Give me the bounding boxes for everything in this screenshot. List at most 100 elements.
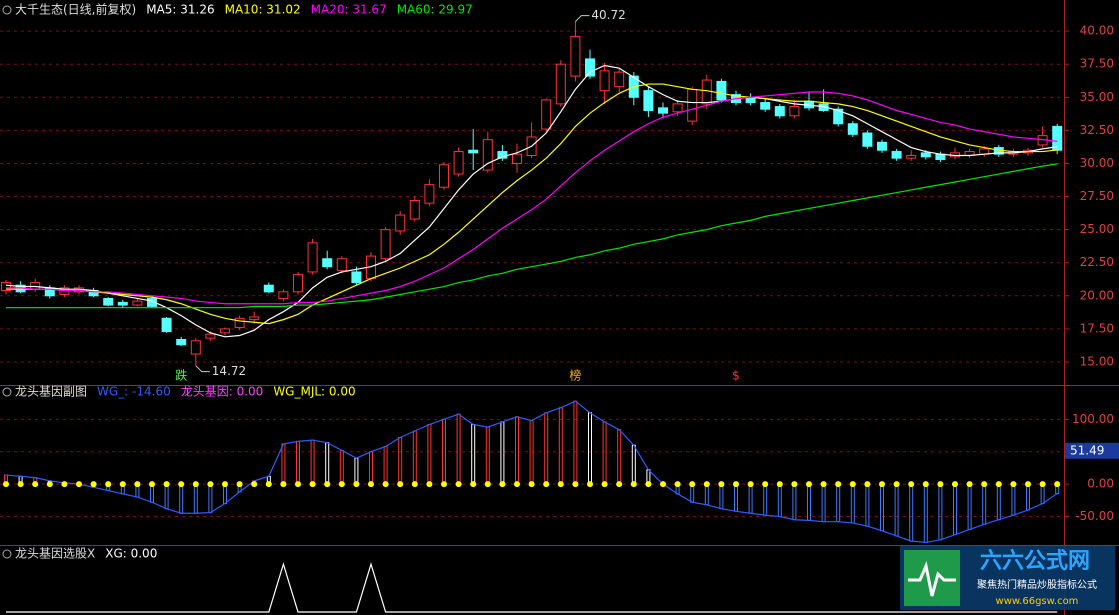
- current-value-box: [1065, 442, 1119, 459]
- candle-body: [395, 214, 406, 232]
- logo-icon: [904, 550, 960, 606]
- candle-body: [541, 99, 552, 130]
- y-tick-label: 17.50: [1080, 321, 1114, 335]
- indicator-dot: [222, 481, 228, 488]
- indicator-dot: [864, 481, 871, 488]
- indicator-dot: [397, 481, 404, 488]
- indicator-dot: [382, 481, 389, 488]
- y-tick-label: 0.00: [1087, 477, 1114, 491]
- indicator-dot: [368, 481, 374, 488]
- candle-body: [263, 284, 274, 293]
- candle-body: [249, 316, 260, 321]
- y-tick-label: -50.00: [1075, 509, 1114, 523]
- candle-body: [424, 184, 435, 204]
- logo-pulse: [908, 560, 956, 597]
- candle-body: [687, 88, 698, 122]
- indicator-dot: [251, 481, 258, 488]
- candle-body: [614, 71, 625, 88]
- indicator-dot: [514, 481, 520, 488]
- legend-entry: XG: 0.00: [105, 547, 157, 561]
- candle-body: [862, 132, 873, 147]
- legend-entry: MA20: 31.67: [311, 3, 387, 17]
- indicator-dot: [338, 481, 345, 488]
- candle-body: [774, 106, 785, 117]
- candle-body: [322, 258, 333, 268]
- candle-body: [643, 90, 654, 112]
- indicator-dot: [149, 481, 155, 488]
- candle-body: [59, 287, 70, 295]
- indicator-dot: [966, 481, 973, 488]
- indicator-dot: [470, 481, 477, 488]
- indicator-dot: [616, 481, 623, 488]
- legend-entry: MA60: 29.97: [397, 3, 473, 17]
- indicator-dot: [762, 481, 769, 488]
- candle-body: [468, 149, 479, 154]
- y-tick-label: 15.00: [1080, 354, 1114, 368]
- indicator-dot: [587, 481, 593, 488]
- indicator-dot: [660, 481, 666, 488]
- indicator-dot: [207, 481, 214, 488]
- candle-body: [117, 301, 128, 306]
- indicator-dot: [703, 481, 710, 488]
- candle-body: [234, 317, 245, 329]
- indicator-dot: [879, 481, 885, 488]
- indicator-dot: [733, 481, 739, 488]
- indicator-dot: [61, 481, 68, 488]
- indicator-dot: [3, 481, 9, 488]
- indicator-dot: [119, 481, 126, 488]
- indicator-dot: [1010, 481, 1017, 488]
- panel-title: 大千生态(日线,前复权): [15, 2, 136, 17]
- indicator-dot: [528, 481, 535, 488]
- indicator-dot: [192, 481, 199, 488]
- y-tick-label: 35.00: [1080, 90, 1114, 104]
- indicator-dot: [776, 481, 783, 488]
- indicator-dot: [76, 481, 82, 488]
- low-label: 14.72: [212, 364, 246, 378]
- ma-line: [5, 64, 1058, 338]
- indicator-dot: [105, 481, 112, 488]
- indicator-dot: [893, 481, 900, 488]
- candle-body: [453, 151, 464, 175]
- candle-body: [1, 282, 11, 292]
- legend-entry: WG_: -14.60: [97, 385, 171, 399]
- header-icon: [2, 5, 12, 15]
- indicator-dot: [835, 481, 842, 488]
- indicator-dot: [543, 481, 550, 488]
- candle-body: [220, 328, 230, 334]
- indicator-dot: [806, 481, 812, 488]
- candle-body: [176, 338, 187, 346]
- candle-body: [716, 80, 727, 101]
- candle-body: [701, 79, 712, 105]
- legend-entry: MA5: 31.26: [146, 3, 214, 17]
- high-label: 40.72: [591, 8, 625, 22]
- indicator-dot: [499, 481, 506, 488]
- indicator-dot: [689, 481, 696, 488]
- signal-line: [6, 562, 1058, 613]
- indicator-dot: [922, 481, 929, 488]
- indicator-dot: [90, 481, 97, 488]
- candle-body: [512, 153, 522, 164]
- indicator-dot: [426, 481, 433, 488]
- indicator-dot: [849, 481, 856, 488]
- logo: 六六公式网 聚焦热门精品炒股指标公式 www.66gsw.com: [900, 546, 1115, 610]
- indicator-dot: [645, 481, 652, 488]
- candle-body: [380, 229, 391, 260]
- candle-body: [293, 274, 303, 293]
- candle-body: [278, 291, 289, 299]
- indicator-dot: [178, 481, 185, 488]
- candle-body: [439, 164, 449, 188]
- candle-body: [307, 242, 318, 273]
- indicator-dot: [441, 481, 447, 488]
- indicator-dot: [1054, 481, 1061, 488]
- indicator-dot: [820, 481, 827, 488]
- ma-line: [6, 163, 1058, 309]
- candle-body: [906, 155, 917, 159]
- logo-slogan: 聚焦热门精品炒股指标公式: [977, 578, 1097, 591]
- indicator-dot: [324, 481, 331, 488]
- indicator-dot: [791, 481, 798, 488]
- candle-body: [585, 58, 595, 77]
- candle-body: [30, 282, 41, 290]
- y-tick-label: 37.50: [1080, 57, 1114, 71]
- indicator-dot: [937, 481, 944, 488]
- signal-label: 榜: [569, 368, 581, 383]
